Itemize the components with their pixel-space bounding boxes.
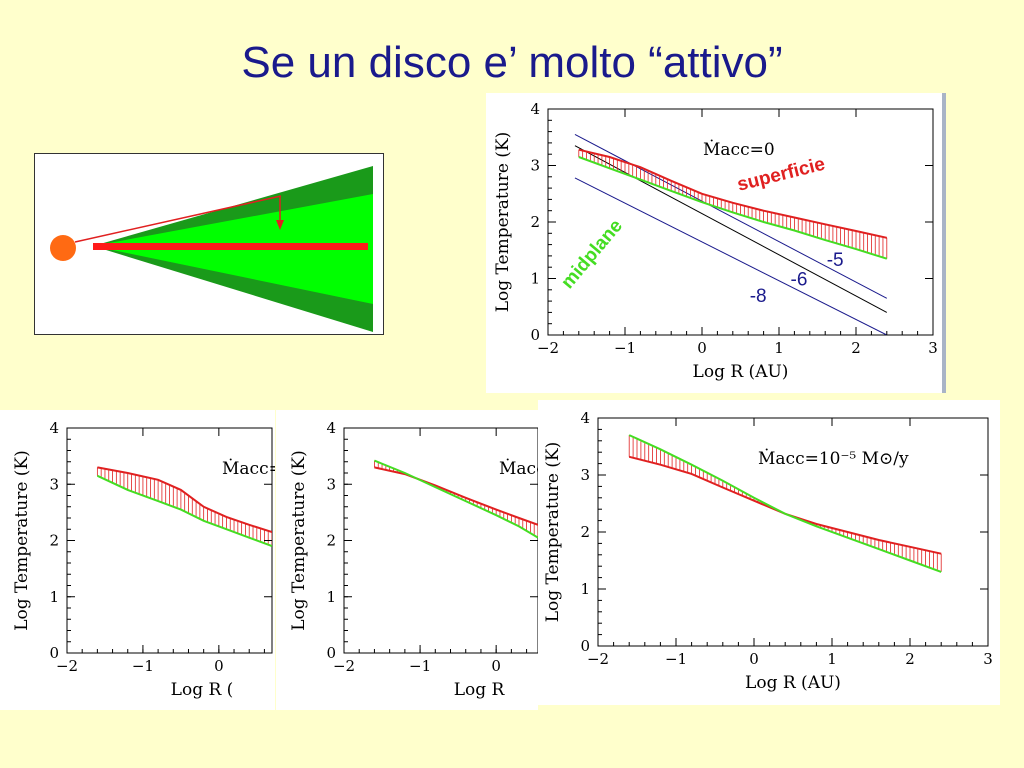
x-axis-label: Log R (AU) bbox=[693, 362, 789, 382]
y-tick-label: 2 bbox=[49, 532, 59, 550]
x-tick-label: −2 bbox=[333, 657, 355, 675]
series-line-s1 bbox=[96, 474, 272, 548]
x-tick-label: 3 bbox=[983, 650, 993, 668]
x-axis-label: Log R ( bbox=[171, 680, 234, 700]
x-tick-label: −1 bbox=[614, 339, 636, 357]
x-tick-label: −1 bbox=[132, 657, 154, 675]
chart-bottom-right-svg: −2 −1 0 1 2 3 0 1 2 3 4 Log R (AU) Log Temperature (… bbox=[543, 409, 993, 693]
y-tick-label: 3 bbox=[326, 475, 336, 493]
chart-bottom-left: −2 −1 0 0 1 2 3 4 Log R ( Log Temperature (K) Ṁacc… bbox=[0, 410, 275, 710]
x-tick-label: −1 bbox=[409, 657, 431, 675]
series-line-superficie bbox=[578, 148, 888, 239]
x-tick-label: −2 bbox=[56, 657, 78, 675]
y-tick-label: 4 bbox=[326, 419, 336, 437]
chart-main: −2 −1 0 1 2 3 0 1 2 3 4 Log R (AU) Log Temperature (… bbox=[486, 93, 946, 393]
chart-bottom-middle: −2 −1 0 0 1 2 3 4 Log R Log Temperature (K) Ṁacc bbox=[276, 410, 538, 710]
chart-bottom-right: −2 −1 0 1 2 3 0 1 2 3 4 Log R (AU) Log Temperature (… bbox=[538, 400, 1000, 705]
disk-midplane bbox=[93, 243, 368, 250]
series-line-s1 bbox=[374, 459, 538, 539]
y-axis-label: Log Temperature (K) bbox=[493, 132, 513, 313]
reference-label--5: -5 bbox=[827, 250, 844, 271]
disk-schematic bbox=[34, 153, 384, 335]
accretion-annotation: Ṁacc=0 bbox=[703, 139, 775, 160]
series-line-midplane bbox=[578, 156, 888, 260]
y-tick-label: 0 bbox=[49, 644, 59, 662]
chart-main-shadow bbox=[942, 93, 946, 393]
x-axis-label: Log R bbox=[454, 680, 506, 700]
y-tick-label: 2 bbox=[580, 523, 590, 541]
y-tick-label: 0 bbox=[326, 644, 336, 662]
y-axis-label: Log Temperature (K) bbox=[12, 450, 32, 631]
y-tick-label: 0 bbox=[580, 637, 590, 655]
x-tick-label: −1 bbox=[665, 650, 687, 668]
series-line-s0 bbox=[97, 466, 272, 534]
x-axis-label: Log R (AU) bbox=[745, 673, 841, 693]
x-tick-label: 0 bbox=[491, 657, 501, 675]
stellar-ray bbox=[74, 195, 282, 243]
x-tick-label: 1 bbox=[774, 339, 784, 357]
y-tick-label: 3 bbox=[530, 157, 540, 175]
x-tick-label: −2 bbox=[587, 650, 609, 668]
reference-line--6 bbox=[574, 145, 888, 313]
chart-bottom-middle-svg: −2 −1 0 0 1 2 3 4 Log R Log Temperature (K) Ṁacc bbox=[289, 419, 538, 700]
accretion-annotation: Ṁacc bbox=[499, 458, 538, 479]
y-tick-label: 1 bbox=[326, 588, 336, 606]
x-tick-label: 0 bbox=[749, 650, 759, 668]
y-tick-label: 1 bbox=[49, 588, 59, 606]
chart-main-svg: −2 −1 0 1 2 3 0 1 2 3 4 Log R (AU) Log Temperature (… bbox=[493, 100, 938, 382]
y-tick-label: 1 bbox=[530, 270, 540, 288]
x-tick-label: 0 bbox=[214, 657, 224, 675]
x-tick-label: 2 bbox=[851, 339, 861, 357]
plot-area bbox=[628, 434, 942, 573]
series-line-s1 bbox=[628, 434, 942, 573]
x-tick-label: 0 bbox=[697, 339, 707, 357]
heating-arrow-head bbox=[276, 220, 284, 230]
disk-schematic-drawing bbox=[50, 166, 373, 332]
y-tick-label: 4 bbox=[580, 409, 590, 427]
x-tick-label: 2 bbox=[905, 650, 915, 668]
y-axis-label: Log Temperature (K) bbox=[289, 450, 309, 631]
x-tick-label: −2 bbox=[537, 339, 559, 357]
midplane-label: midplane bbox=[557, 216, 627, 293]
chart-bottom-left-svg: −2 −1 0 0 1 2 3 4 Log R ( Log Temperature (K) Ṁacc… bbox=[12, 419, 275, 700]
y-axis-label: Log Temperature (K) bbox=[543, 442, 563, 623]
accretion-annotation: Ṁacc=10⁻⁵ M⊙/y bbox=[758, 448, 909, 469]
series-line-s0 bbox=[628, 455, 942, 555]
y-tick-label: 3 bbox=[580, 466, 590, 484]
x-tick-label: 1 bbox=[827, 650, 837, 668]
reference-line--8 bbox=[574, 177, 888, 335]
reference-label--6: -6 bbox=[791, 269, 808, 290]
accretion-annotation: Ṁacc= bbox=[222, 458, 275, 479]
y-tick-label: 0 bbox=[530, 326, 540, 344]
plot-area bbox=[96, 466, 272, 548]
reference-label--8: -8 bbox=[750, 286, 767, 307]
x-tick-label: 3 bbox=[928, 339, 938, 357]
plot-area bbox=[374, 459, 538, 539]
y-tick-label: 1 bbox=[580, 580, 590, 598]
plot-area bbox=[574, 133, 888, 335]
y-tick-label: 2 bbox=[326, 532, 336, 550]
y-tick-label: 2 bbox=[530, 213, 540, 231]
central-star bbox=[50, 235, 76, 261]
y-tick-label: 3 bbox=[49, 475, 59, 493]
slide-title: Se un disco e’ molto “attivo” bbox=[241, 38, 783, 87]
y-tick-label: 4 bbox=[49, 419, 59, 437]
y-tick-label: 4 bbox=[530, 100, 540, 118]
